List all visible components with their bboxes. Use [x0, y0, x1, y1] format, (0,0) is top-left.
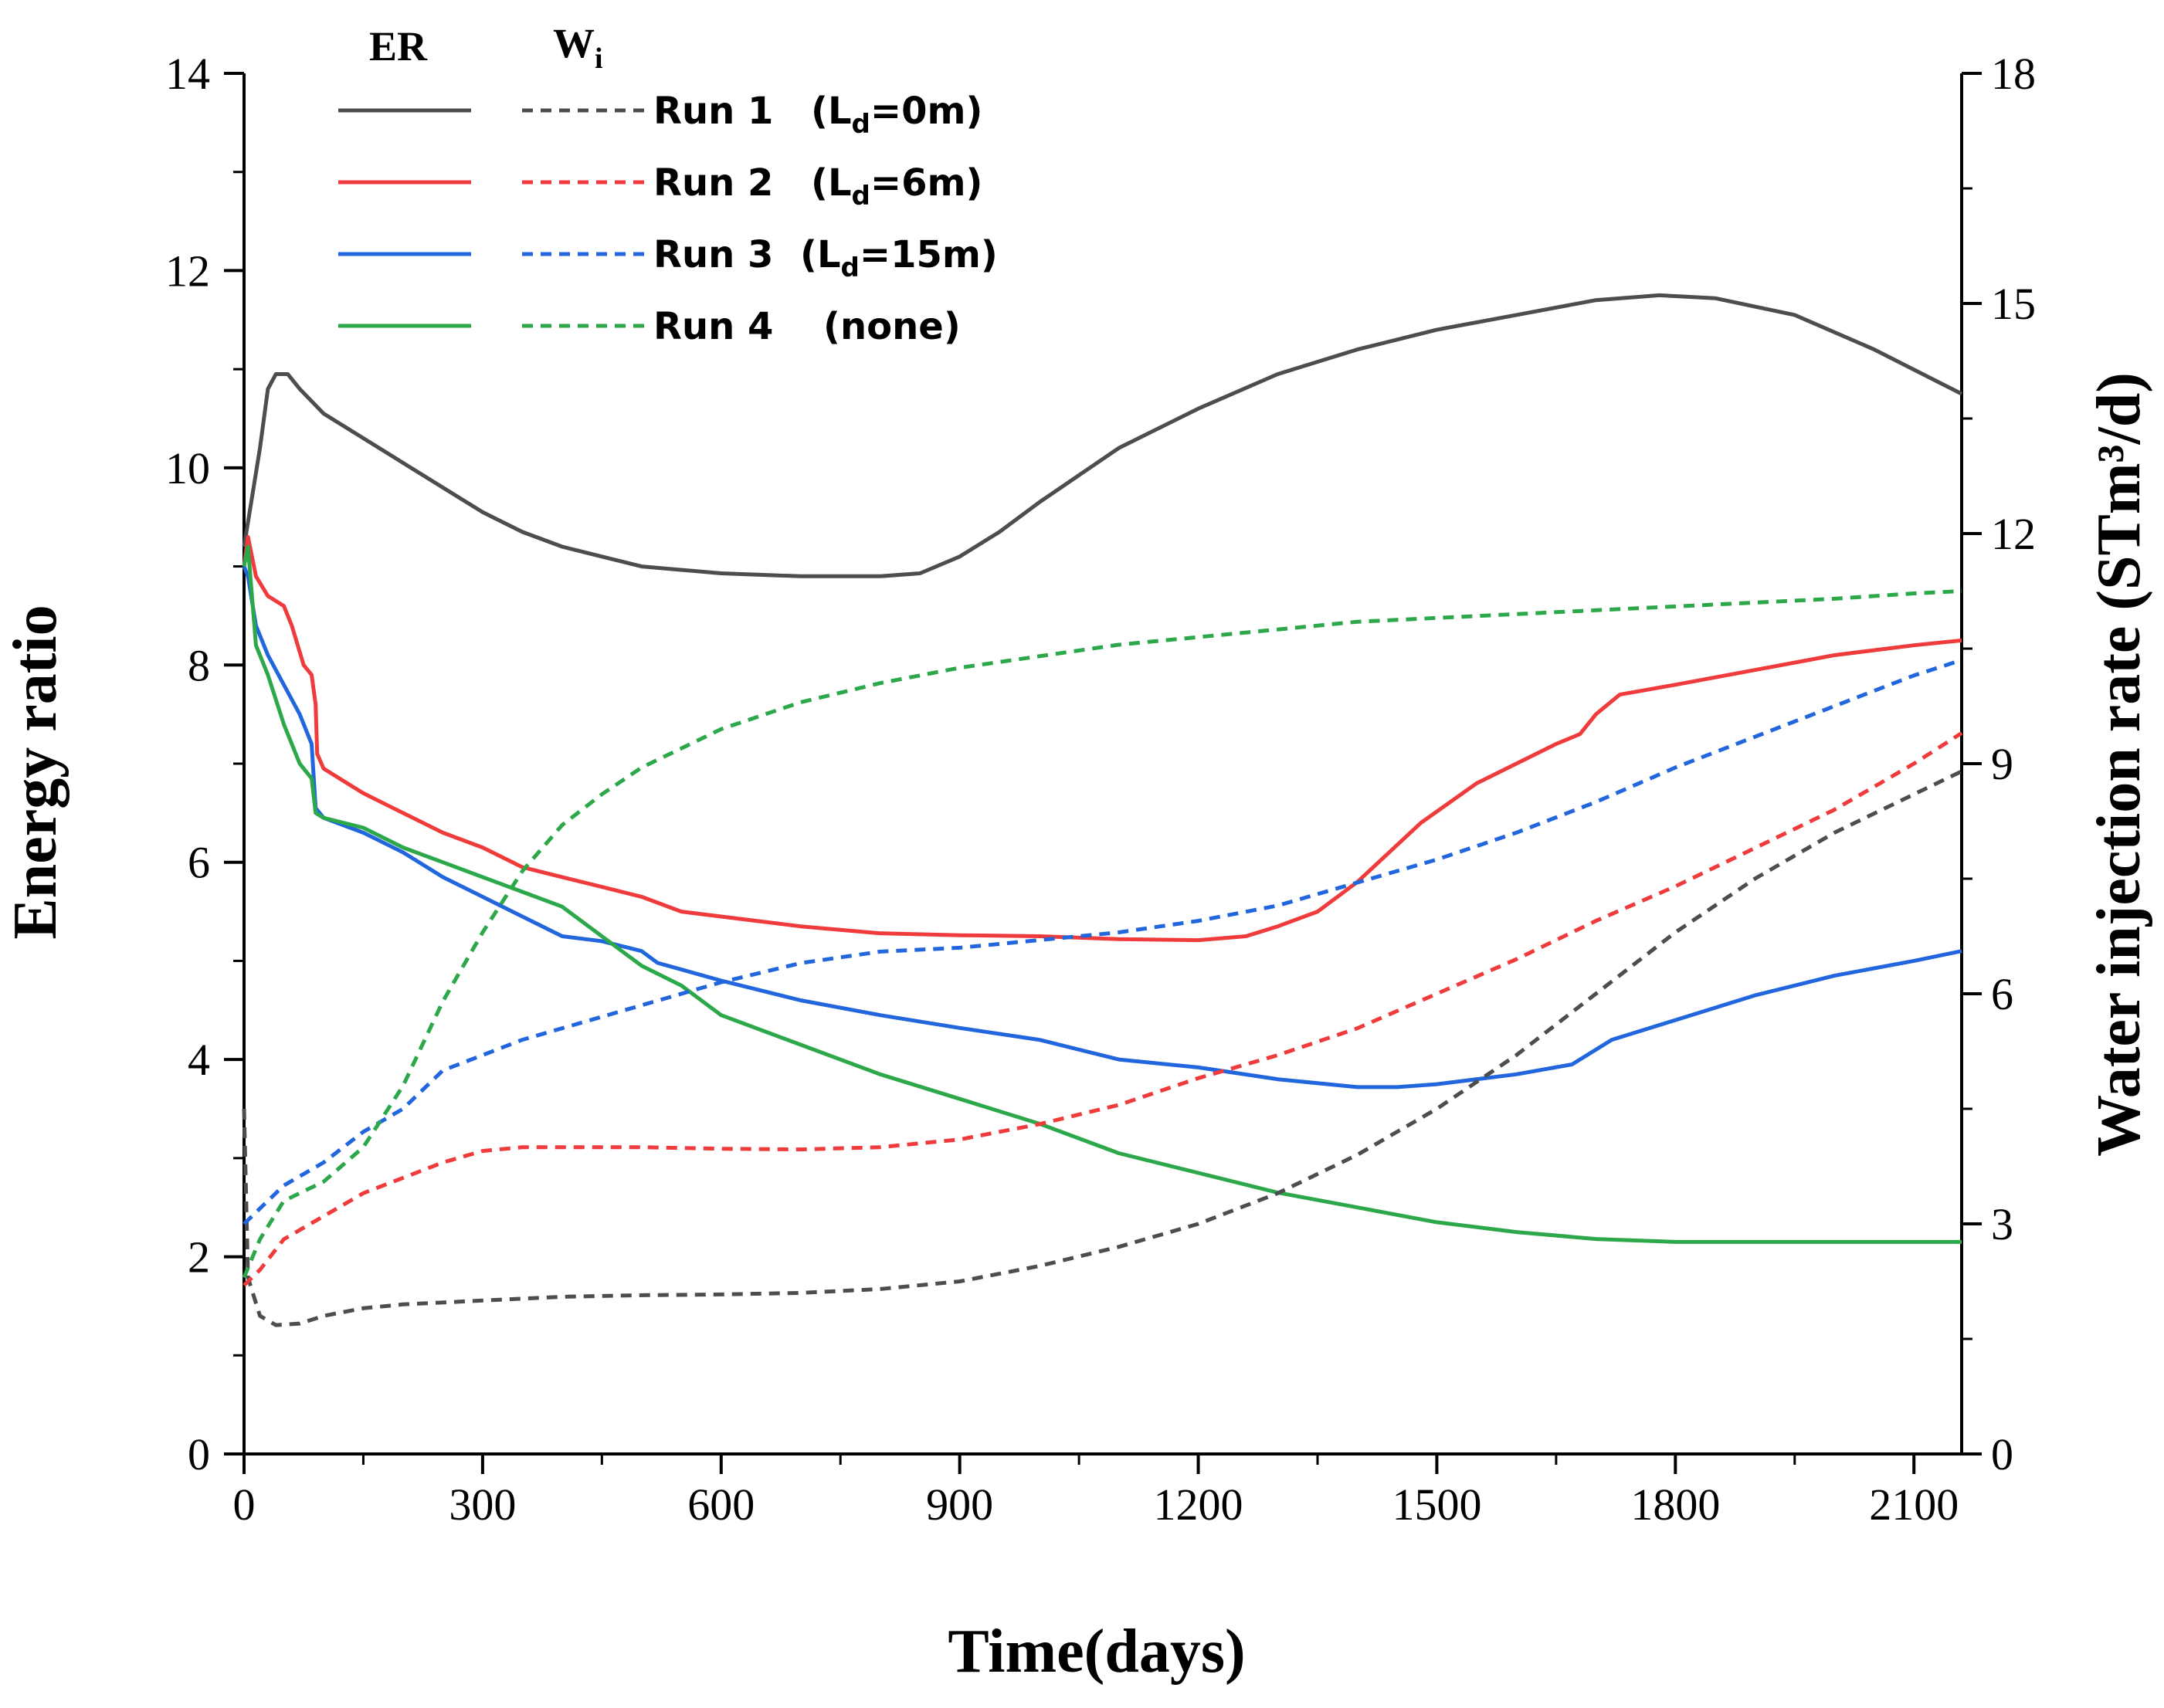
series-line-5 [242, 769, 1963, 1327]
legend-param-label: (Ld=15m) [800, 233, 998, 283]
legend-layer: ER Wi Run 1 (Ld=0m)Run 2 (Ld=6m)Run 3 (Ld=1… [338, 20, 998, 348]
y-right-tick-label: 3 [1991, 1199, 2013, 1249]
y-left-tick-label: 2 [188, 1232, 210, 1283]
x-tick-label: 0 [233, 1479, 256, 1530]
legend-param-sub: d [852, 109, 870, 140]
series-line-2 [242, 534, 1962, 943]
y-right-tick-label: 6 [1991, 969, 2013, 1019]
y-left-tick-label: 10 [165, 443, 210, 493]
legend-param-label: (Ld=6m) [811, 161, 982, 212]
axes-layer: 0 300 600 900 1200 1500 1800 2100 0 2 4 6 8 10 12 14 0 3 6… [165, 49, 2036, 1530]
x-tick-label: 2100 [1869, 1479, 1959, 1530]
x-tick-label: 900 [926, 1479, 993, 1530]
legend-param-open: (L [811, 161, 852, 205]
legend-run-label: Run 3 [653, 233, 773, 276]
series-line-3 [242, 565, 1962, 1090]
x-tick-label: 600 [687, 1479, 755, 1530]
y-right-tick-label: 0 [1991, 1429, 2013, 1479]
y-left-tick-label: 12 [165, 246, 210, 296]
series-line-6 [243, 731, 1963, 1287]
titles-layer: Time(days) Energy ratio Water injection … [2, 372, 2153, 1686]
x-tick-label: 1200 [1154, 1479, 1243, 1530]
series-line-4 [242, 544, 1962, 1244]
legend-run-label: Run 4 [653, 305, 773, 348]
y-right-tick-label: 9 [1991, 739, 2013, 789]
series-line-7 [243, 658, 1962, 1225]
legend-param-sub: d [852, 181, 870, 212]
x-tick-label: 1500 [1392, 1479, 1481, 1530]
series-line-8 [242, 589, 1962, 1279]
legend-param-open: (L [800, 233, 841, 276]
x-axis-title: Time(days) [948, 1618, 1245, 1686]
legend-run-label: Run 1 [653, 90, 773, 133]
legend-param-close: =15m) [860, 233, 998, 276]
series-line-1 [242, 293, 1963, 578]
legend-param-label: (Ld=0m) [811, 90, 982, 140]
y-left-tick-label: 6 [188, 838, 210, 888]
y-axis-right-title: Water injection rate (STm³/d) [2085, 372, 2153, 1157]
y-left-tick-label: 0 [188, 1429, 210, 1479]
x-tick-label: 300 [449, 1479, 516, 1530]
y-right-tick-label: 12 [1991, 509, 2036, 559]
legend-param-close: =0m) [870, 90, 983, 133]
series-layer [242, 293, 1963, 1327]
y-left-tick-label: 4 [188, 1035, 210, 1085]
legend-param-close: =6m) [870, 161, 983, 205]
y-right-tick-label: 18 [1991, 49, 2036, 99]
legend-header-wi-main: W [553, 20, 595, 66]
legend-header-er: ER [369, 23, 428, 69]
legend-param-label: (none) [823, 305, 961, 348]
x-tick-label: 1800 [1630, 1479, 1720, 1530]
y-left-tick-label: 14 [165, 49, 210, 99]
legend-param-sub: d [841, 252, 860, 283]
y-axis-left-title: Energy ratio [2, 605, 70, 939]
legend-header-wi: Wi [553, 20, 603, 75]
legend-run-label: Run 2 [653, 161, 773, 205]
legend-param-open: (L [811, 90, 852, 133]
y-right-tick-label: 15 [1991, 279, 2036, 329]
y-left-tick-label: 8 [188, 640, 210, 690]
legend-header-wi-sub: i [595, 42, 603, 75]
